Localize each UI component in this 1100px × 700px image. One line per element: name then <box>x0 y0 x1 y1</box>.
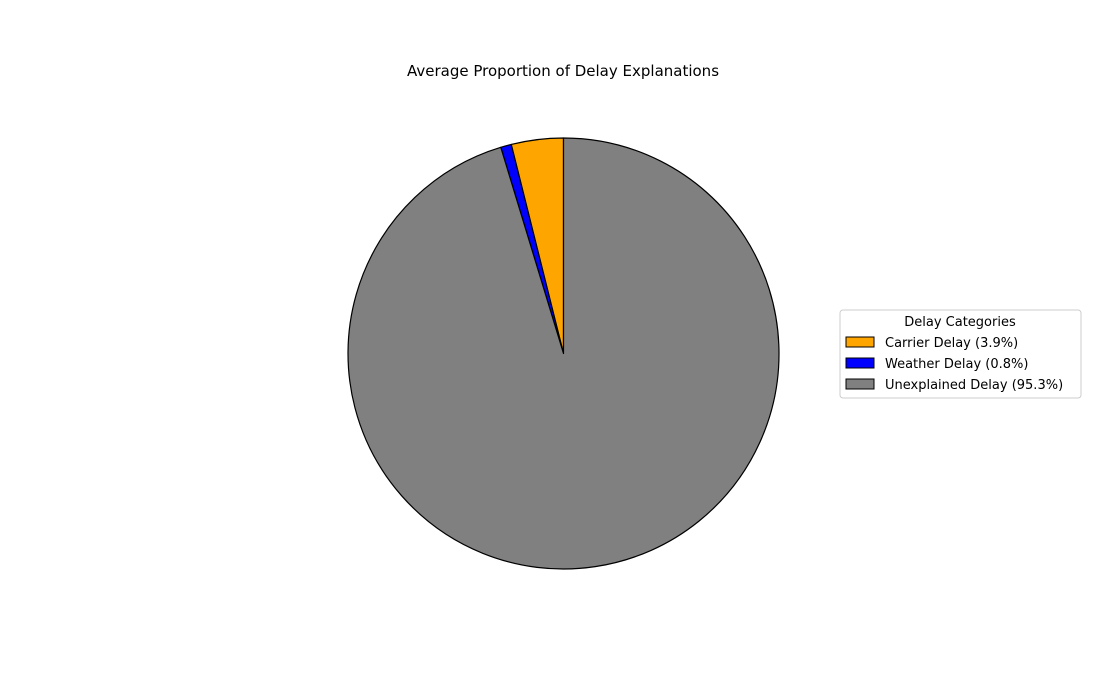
legend-entries: Carrier Delay (3.9%) Weather Delay (0.8%)… <box>845 336 1063 393</box>
legend-title: Delay Categories <box>904 315 1016 330</box>
chart-title: Average Proportion of Delay Explanations <box>407 62 719 80</box>
legend-swatch-weather-delay <box>845 357 875 369</box>
legend-swatch-carrier-delay <box>845 336 875 348</box>
pie-slices <box>347 137 780 570</box>
legend-swatch-unexplained-delay <box>845 378 875 390</box>
pie-slice-unexplained-delay <box>347 137 780 570</box>
legend-label-carrier-delay: Carrier Delay (3.9%) <box>885 336 1018 351</box>
legend: Delay Categories Carrier Delay (3.9%) Wea… <box>839 309 1082 399</box>
legend-frame <box>839 309 1082 399</box>
legend-label-unexplained-delay: Unexplained Delay (95.3%) <box>885 378 1063 393</box>
legend-label-weather-delay: Weather Delay (0.8%) <box>885 357 1028 372</box>
